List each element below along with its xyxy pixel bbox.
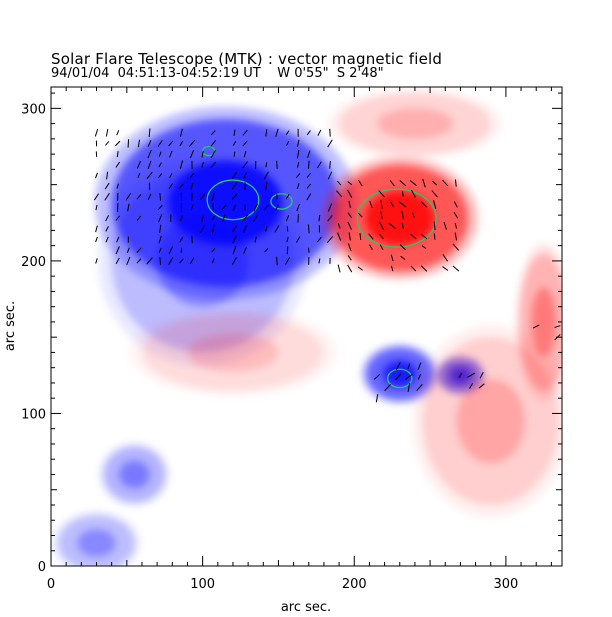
contour-3 xyxy=(356,188,437,248)
contour-4 xyxy=(386,368,413,389)
y-tick-label: 200 xyxy=(21,255,46,270)
contour-2 xyxy=(270,193,293,210)
axis-tick-labels: 0 100 200 300 0 100 200 300 xyxy=(21,102,518,592)
y-tick-label: 100 xyxy=(21,407,46,422)
region-positive-6 xyxy=(321,156,479,280)
chart-subtitle: 94/01/04 04:51:13-04:52:19 UT W 0'55" S … xyxy=(51,66,384,81)
vector-group-3 xyxy=(458,371,485,389)
x-tick-label: 100 xyxy=(190,577,215,592)
contour-lines xyxy=(201,145,437,389)
y-tick-label: 300 xyxy=(21,102,46,117)
x-tick-label: 200 xyxy=(342,577,367,592)
x-tick-label: 300 xyxy=(493,577,518,592)
region-positive-8 xyxy=(412,324,562,518)
vector-group-0 xyxy=(93,128,334,266)
contour-0 xyxy=(206,179,260,221)
chart-title: Solar Flare Telescope (MTK) : vector mag… xyxy=(51,50,443,68)
field-vectors xyxy=(93,128,561,403)
vector-group-2 xyxy=(373,361,423,403)
region-negative-4 xyxy=(99,442,170,507)
region-negative-5 xyxy=(52,511,141,566)
x-tick-label: 0 xyxy=(47,577,55,592)
y-axis-label: arc sec. xyxy=(3,301,18,351)
y-tick-label: 0 xyxy=(38,560,46,575)
x-axis-label: arc sec. xyxy=(281,600,331,615)
region-positive-10 xyxy=(128,308,338,397)
region-positive-9 xyxy=(327,88,503,159)
axis-ticks xyxy=(50,87,562,567)
vector-group-1 xyxy=(336,178,460,273)
